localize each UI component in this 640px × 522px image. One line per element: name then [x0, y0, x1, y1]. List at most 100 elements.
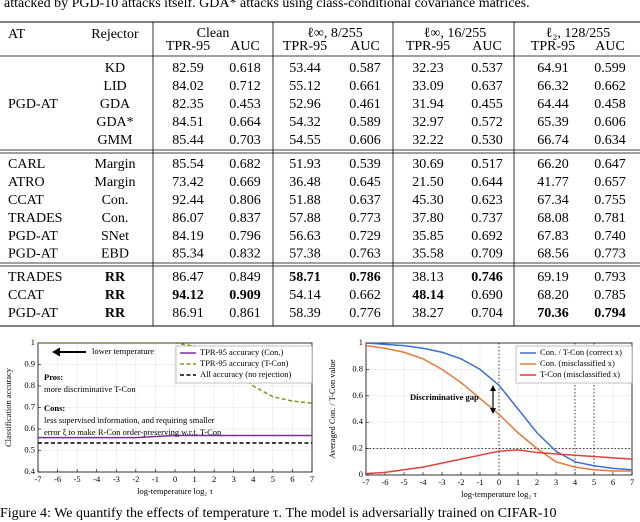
x-tick-label: 1 [192, 474, 196, 484]
cell: 84.19 [172, 229, 204, 244]
cell: 0.690 [471, 288, 503, 303]
cell: 68.20 [537, 288, 569, 303]
cell: RR [105, 270, 126, 285]
x-tick-label: 3 [232, 474, 236, 484]
y-tick-label: 0.7 [24, 401, 35, 411]
annotation: Cons: [44, 403, 65, 413]
cell: 56.63 [289, 229, 321, 244]
cell: 57.88 [289, 211, 321, 226]
cell: 0.637 [471, 79, 503, 94]
column-header: AT [8, 27, 26, 42]
cell: 0.703 [229, 133, 261, 148]
cell: 0.461 [349, 97, 381, 112]
at-cell: PGD-AT [8, 229, 58, 244]
cell: 0.634 [594, 133, 626, 148]
cell: 41.77 [537, 175, 569, 190]
cell: 0.793 [594, 270, 626, 285]
y-tick-label: 0.8 [24, 380, 35, 390]
sub-header: AUC [230, 39, 260, 54]
cell: GDA* [96, 115, 133, 130]
x-tick-label: -6 [54, 474, 61, 484]
cell: 0.794 [594, 306, 626, 321]
cell: 0.763 [349, 247, 381, 262]
column-header: Rejector [91, 27, 139, 42]
cell: 52.96 [289, 97, 321, 112]
cell: 38.27 [412, 306, 444, 321]
cell: 85.34 [172, 247, 204, 262]
cell: Margin [95, 157, 136, 172]
cell: 57.38 [289, 247, 321, 262]
cell: 0.786 [349, 270, 381, 285]
at-cell: PGD-AT [8, 97, 58, 112]
cell: 85.54 [172, 157, 204, 172]
cell: 0.453 [229, 97, 261, 112]
cell: 0.773 [349, 211, 381, 226]
x-tick-label: 4 [251, 474, 256, 484]
cell: 0.861 [229, 306, 261, 321]
x-tick-label: 0 [497, 477, 501, 487]
series-line [38, 434, 312, 439]
cell: 0.661 [349, 79, 381, 94]
cell: 64.44 [537, 97, 569, 112]
cell: 0.572 [471, 115, 503, 130]
series-line [366, 343, 632, 471]
cell: LID [103, 79, 126, 94]
x-tick-label: 4 [573, 477, 578, 487]
x-axis-label: log-temperature log₂ τ [461, 489, 537, 499]
cell: 68.08 [537, 211, 569, 226]
x-tick-label: 0 [173, 474, 177, 484]
cell: 65.39 [537, 115, 569, 130]
sub-header: TPR-95 [166, 39, 210, 54]
cell: 67.34 [537, 193, 569, 208]
cell: 51.93 [289, 157, 321, 172]
at-cell: CARL [8, 157, 45, 172]
at-cell: PGD-AT [8, 306, 58, 321]
y-tick-label: 0 [359, 469, 363, 479]
legend-label: TPR-95 accuracy (T-Con) [200, 358, 289, 368]
at-cell: PGD-AT [8, 247, 58, 262]
at-cell: CCAT [8, 288, 44, 303]
cell: 73.42 [172, 175, 204, 190]
cell: 37.80 [412, 211, 444, 226]
cell: 0.599 [594, 61, 626, 76]
at-cell: ATRO [8, 175, 45, 190]
cell: 31.94 [412, 97, 444, 112]
x-tick-label: 2 [212, 474, 216, 484]
x-tick-label: -1 [152, 474, 159, 484]
cell: Con. [102, 211, 129, 226]
cell: 82.59 [172, 61, 204, 76]
cell: 0.647 [594, 157, 626, 172]
cell: 0.704 [471, 306, 503, 321]
x-tick-label: -7 [362, 477, 369, 487]
x-axis-label: log-temperature log₂ τ [137, 486, 213, 496]
cell: 0.644 [471, 175, 503, 190]
y-tick-label: 0.6 [24, 423, 35, 433]
cell: 53.44 [289, 61, 321, 76]
sub-header: AUC [595, 39, 625, 54]
y-tick-label: 0.5 [24, 444, 35, 454]
cell: 82.35 [172, 97, 204, 112]
cell: 0.530 [471, 133, 503, 148]
cell: 0.729 [349, 229, 381, 244]
cell: 0.909 [229, 288, 261, 303]
cell: 94.12 [172, 288, 204, 303]
sub-header: AUC [472, 39, 502, 54]
cell: 0.849 [229, 270, 261, 285]
cell: 0.773 [594, 247, 626, 262]
column-group-header: ℓ₂, 128/255 [546, 26, 610, 41]
cell: 66.32 [537, 79, 569, 94]
annotation: less supervised information, and requiri… [44, 415, 215, 425]
at-cell: CCAT [8, 193, 44, 208]
cell: 0.755 [594, 193, 626, 208]
cell: Margin [95, 175, 136, 190]
cell: 0.712 [229, 79, 261, 94]
y-tick-label: 0.8 [352, 363, 363, 373]
cell: 68.56 [537, 247, 569, 262]
cell: 54.55 [289, 133, 321, 148]
x-tick-label: 3 [554, 477, 558, 487]
annotation: Discriminative gap [410, 392, 479, 402]
cell: 0.746 [471, 270, 503, 285]
x-tick-label: -7 [34, 474, 41, 484]
